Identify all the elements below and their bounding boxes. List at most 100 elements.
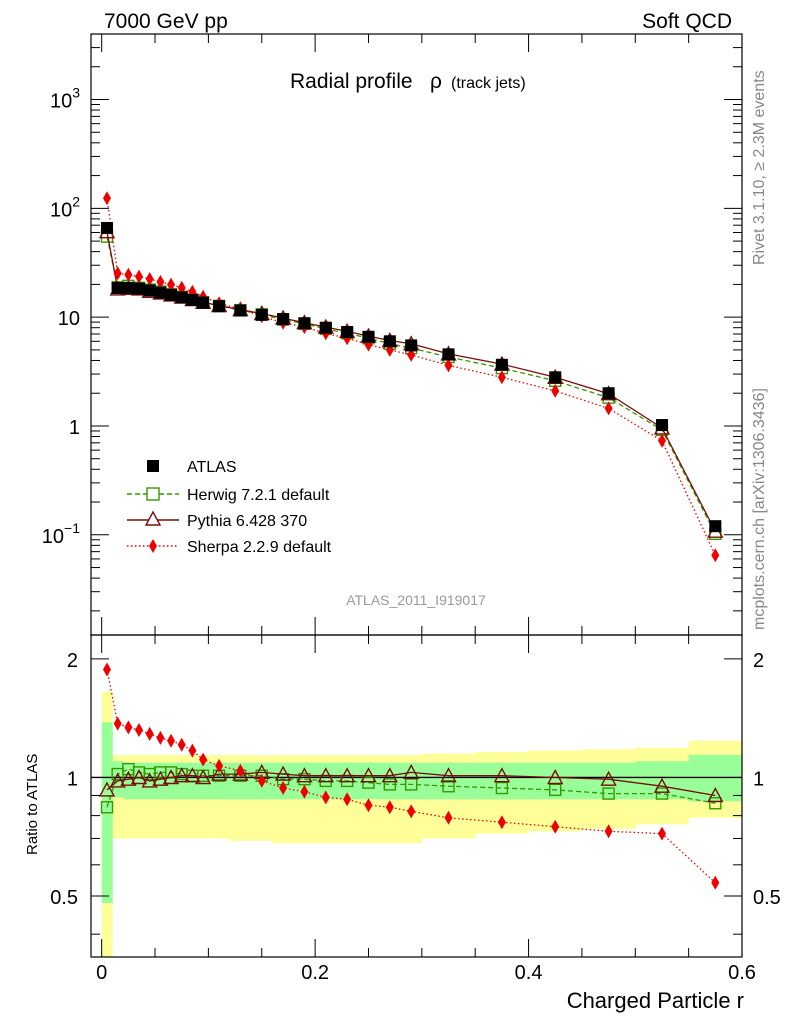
main-point-sherpa-7 bbox=[177, 280, 186, 295]
legend-label-herwig: Herwig 7.2.1 default bbox=[187, 487, 330, 504]
ratio-point-sherpa-3 bbox=[135, 723, 143, 737]
ratio-point-pythia-16 bbox=[338, 767, 356, 783]
main-plot-marks bbox=[98, 191, 724, 563]
x-tick-label-2: 0.4 bbox=[515, 962, 543, 984]
ratio-point-pythia-13 bbox=[274, 765, 292, 781]
main-point-atlas-20 bbox=[442, 348, 455, 361]
legend-entry-atlas: ATLAS bbox=[147, 459, 237, 476]
ratio-point-pythia-1 bbox=[109, 772, 126, 788]
main-point-sherpa-1 bbox=[113, 266, 122, 281]
legend-marker-sherpa bbox=[149, 539, 157, 553]
ratio-point-pythia-5 bbox=[152, 770, 169, 786]
ratio-plot-axes: 2 2 1 1 0.5 0.5 0 0.2 0.4 0.6 bbox=[50, 635, 781, 984]
ratio-point-sherpa-10 bbox=[215, 758, 224, 773]
main-point-sherpa-2 bbox=[124, 267, 133, 282]
legend-marker-pythia bbox=[144, 510, 162, 526]
main-point-atlas-8 bbox=[186, 293, 199, 306]
ratio-point-pythia-15 bbox=[317, 767, 334, 783]
ratio-point-sherpa-9 bbox=[199, 752, 208, 767]
ratio-point-pythia-20 bbox=[440, 767, 457, 783]
main-line-sherpa bbox=[106, 198, 716, 556]
ratio-point-pythia-0 bbox=[98, 781, 116, 797]
ratio-point-sherpa-11 bbox=[236, 763, 245, 778]
main-point-atlas-5 bbox=[154, 286, 167, 299]
ratio-point-pythia-23 bbox=[600, 770, 617, 786]
main-point-atlas-0 bbox=[101, 221, 114, 234]
main-point-sherpa-5 bbox=[156, 274, 165, 289]
legend-entry-herwig: Herwig 7.2.1 default bbox=[127, 487, 330, 504]
ratio-line-pythia bbox=[106, 771, 716, 797]
rivet-version-label: Rivet 3.1.10, ≥ 2.3M events bbox=[751, 70, 768, 265]
ratio-band-inner-5 bbox=[155, 762, 167, 800]
main-point-atlas-4 bbox=[143, 284, 156, 297]
legend: ATLAS Herwig 7.2.1 default Pythia 6.428 … bbox=[127, 459, 332, 556]
main-y-tick-label-1: 102 bbox=[50, 193, 80, 221]
ratio-point-pythia-6 bbox=[162, 769, 180, 785]
ratio-point-sherpa-13 bbox=[279, 781, 288, 795]
main-point-atlas-11 bbox=[234, 304, 247, 317]
ratio-point-herwig-25 bbox=[709, 797, 722, 810]
ratio-point-sherpa-15 bbox=[321, 790, 330, 805]
ratio-band-inner-6 bbox=[165, 762, 177, 800]
ratio-line-herwig bbox=[106, 768, 716, 808]
legend-marker-atlas bbox=[147, 460, 159, 472]
main-point-atlas-14 bbox=[298, 317, 311, 330]
ratio-point-sherpa-0 bbox=[103, 662, 111, 677]
ratio-point-sherpa-8 bbox=[188, 743, 197, 758]
main-point-atlas-15 bbox=[319, 321, 332, 334]
ratio-plot: 2 2 1 1 0.5 0.5 0 0.2 0.4 0.6 Ratio to ATLAS Char… bbox=[24, 634, 781, 1013]
ratio-point-sherpa-22 bbox=[551, 819, 560, 834]
plot-title: Radial profile bbox=[290, 70, 413, 93]
main-point-atlas-23 bbox=[602, 387, 615, 400]
ratio-point-pythia-11 bbox=[232, 765, 249, 781]
ratio-point-pythia-3 bbox=[130, 769, 148, 785]
main-point-sherpa-25 bbox=[711, 548, 720, 563]
main-point-sherpa-4 bbox=[145, 272, 154, 286]
x-tick-label-1: 0.2 bbox=[301, 962, 329, 984]
main-point-atlas-12 bbox=[255, 308, 268, 321]
ratio-point-pythia-10 bbox=[210, 765, 228, 781]
ratio-point-sherpa-16 bbox=[343, 792, 352, 807]
ratio-band-inner-25 bbox=[688, 755, 743, 802]
main-point-atlas-7 bbox=[175, 291, 188, 304]
ratio-y-tick-label-right-1: 1 bbox=[753, 768, 764, 790]
plot-title-suffix: (track jets) bbox=[451, 75, 526, 92]
ratio-point-sherpa-5 bbox=[156, 730, 165, 745]
ratio-band-inner-3 bbox=[133, 762, 145, 800]
ratio-point-pythia-21 bbox=[493, 767, 511, 783]
ratio-point-sherpa-4 bbox=[145, 726, 154, 741]
ratio-point-herwig-21 bbox=[495, 781, 509, 795]
ratio-band-inner-2 bbox=[123, 762, 135, 800]
ratio-point-pythia-7 bbox=[173, 767, 190, 783]
main-y-tick-label-2: 10 bbox=[58, 308, 80, 330]
ratio-point-pythia-2 bbox=[120, 770, 137, 786]
main-plot-title: Radial profile ρ (track jets) bbox=[290, 70, 526, 93]
main-y-tick-label-4: 10−1 bbox=[42, 520, 80, 548]
ratio-point-pythia-17 bbox=[360, 767, 377, 783]
main-point-atlas-1 bbox=[111, 282, 124, 295]
main-point-sherpa-20 bbox=[444, 358, 453, 373]
ratio-point-pythia-14 bbox=[296, 767, 313, 783]
main-line-herwig bbox=[106, 236, 716, 535]
x-axis-label: Charged Particle r bbox=[567, 988, 744, 1013]
ratio-point-sherpa-2 bbox=[124, 720, 133, 735]
ratio-plot-frame bbox=[90, 634, 743, 958]
header-energy-label: 7000 GeV pp bbox=[104, 10, 228, 33]
main-point-atlas-21 bbox=[495, 358, 508, 371]
mcplots-site-label: mcplots.cern.ch [arXiv:1306.3436] bbox=[751, 388, 768, 630]
main-point-sherpa-23 bbox=[604, 401, 613, 416]
main-point-sherpa-0 bbox=[103, 191, 111, 206]
ratio-point-herwig-22 bbox=[549, 783, 562, 797]
legend-entry-pythia: Pythia 6.428 370 bbox=[127, 510, 307, 530]
main-point-sherpa-22 bbox=[551, 383, 560, 398]
ratio-point-pythia-8 bbox=[184, 767, 201, 783]
ratio-point-sherpa-23 bbox=[604, 824, 613, 839]
main-point-atlas-18 bbox=[383, 335, 396, 348]
ratio-point-herwig-23 bbox=[602, 787, 615, 800]
plot-title-symbol: ρ bbox=[430, 70, 442, 93]
x-tick-label-3: 0.6 bbox=[728, 962, 756, 984]
ratio-point-herwig-20 bbox=[442, 780, 455, 793]
legend-entry-sherpa: Sherpa 2.2.9 default bbox=[127, 539, 332, 556]
ratio-y-tick-label-left-0: 2 bbox=[67, 650, 78, 672]
